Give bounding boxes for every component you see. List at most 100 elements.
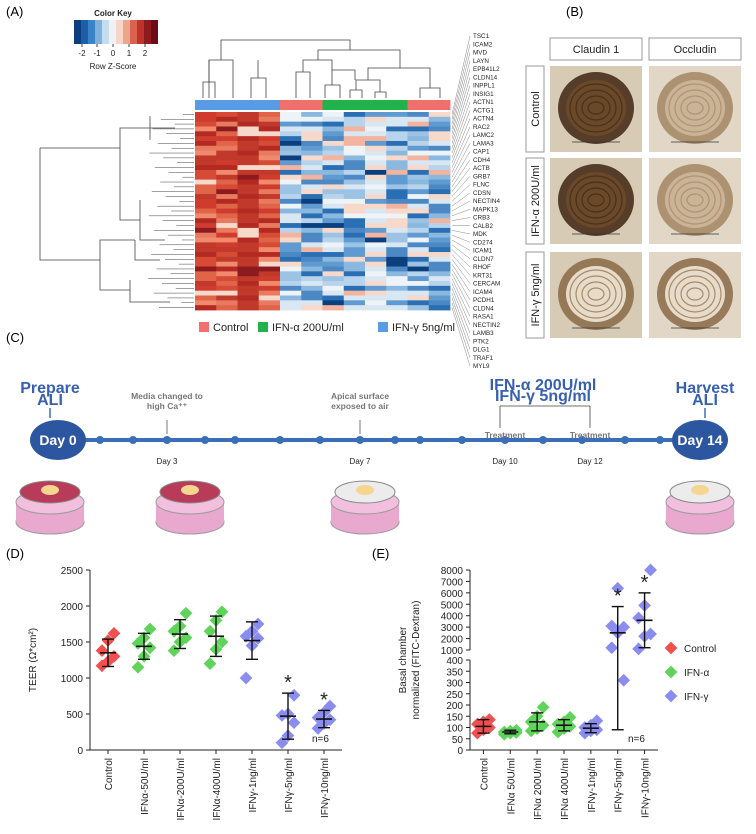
organoid-inner: [566, 172, 626, 228]
heatmap-cell: [195, 227, 217, 234]
heatmap-cell: [343, 261, 366, 267]
column-dendrogram: [317, 49, 401, 68]
heatmap-cell: [237, 227, 260, 234]
heatmap-cell: [343, 271, 366, 277]
heatmap-cell: [216, 208, 238, 214]
heatmap-cell: [365, 276, 387, 282]
heatmap-cell: [237, 136, 260, 142]
heatmap-cell: [343, 116, 366, 123]
heatmap-cell: [343, 266, 366, 272]
colorkey-swatch: [137, 20, 144, 44]
heatmap-cell: [407, 237, 430, 243]
heatmap-cell: [365, 213, 387, 219]
heatmap-cell: [258, 126, 281, 132]
heatmap-cell: [280, 276, 302, 282]
heatmap-cell: [343, 174, 366, 181]
heatmap-cell: [343, 126, 366, 132]
timeline-dot: [129, 436, 137, 444]
event-above-label: Treatment: [485, 430, 526, 440]
heatmap-cell: [322, 256, 345, 263]
event-day-label: Day 7: [350, 457, 371, 466]
heatmap-cell: [258, 305, 281, 311]
heatmap-cell: [280, 256, 302, 263]
heatmap-cell: [365, 169, 387, 176]
panel-label-e: (E): [372, 546, 389, 561]
heatmap-cell: [322, 261, 345, 267]
heatmap-cell: [407, 121, 430, 127]
organoid-inner: [566, 266, 626, 322]
heatmap-cell: [301, 150, 323, 156]
heatmap-cell: [280, 281, 302, 287]
heatmap-cell: [407, 189, 430, 195]
heatmap-cell: [343, 285, 366, 292]
heatmap-cell: [216, 276, 238, 282]
heatmap-cell: [343, 121, 366, 127]
heatmap-cell: [237, 232, 260, 238]
heatmap-cell: [237, 281, 260, 287]
colorkey-tick-label: 1: [127, 49, 132, 58]
heatmap-cell: [301, 247, 323, 253]
column-dendrogram: [202, 60, 267, 98]
heatmap-cell: [365, 208, 387, 214]
heatmap-cell: [407, 112, 430, 118]
heatmap-cell: [301, 140, 323, 147]
heatmap-cell: [343, 189, 366, 195]
heatmap-cell: [195, 271, 217, 277]
heatmap-cell: [322, 140, 345, 147]
gene-leader-line: [451, 77, 471, 139]
gene-label: INPPL1: [473, 83, 495, 90]
heatmap-cell: [195, 169, 217, 176]
heatmap-cell: [407, 285, 430, 292]
heatmap-cell: [195, 223, 217, 229]
heatmap-cell: [216, 189, 238, 195]
gene-leader-line: [451, 293, 471, 342]
heatmap-cell: [343, 247, 366, 253]
heatmap-cell: [195, 155, 217, 161]
heatmap-cell: [322, 266, 345, 272]
heatmap-cell: [407, 256, 430, 263]
heatmap-cell: [301, 126, 323, 132]
heatmap-cell: [280, 136, 302, 142]
timeline-dot: [621, 436, 629, 444]
gene-label: CAP1: [473, 149, 490, 156]
heatmap-cell: [237, 165, 260, 171]
heatmap-cell: [322, 237, 345, 243]
heatmap-cell: [407, 266, 430, 272]
heatmap-cell: [428, 305, 451, 311]
heatmap-cell: [365, 281, 387, 287]
heatmap-cell: [428, 252, 451, 258]
heatmap-cell: [258, 300, 281, 306]
heatmap-cell: [343, 295, 366, 301]
heatmap-cell: [365, 126, 387, 132]
heatmap-cell: [216, 295, 238, 301]
heatmap-cell: [301, 179, 323, 185]
heatmap-cell: [407, 213, 430, 219]
gene-label: CD274: [473, 239, 493, 246]
organoid-ring: [668, 175, 722, 225]
heatmap-cell: [365, 227, 387, 234]
heatmap-cell: [407, 131, 430, 137]
heatmap-cell: [280, 140, 302, 147]
heatmap-cell: [216, 150, 238, 156]
heatmap-cell: [216, 290, 238, 296]
heatmap-cell: [322, 281, 345, 287]
e-y-tick-label: 2000: [441, 635, 464, 646]
heatmap-cell: [365, 145, 387, 152]
gene-label: RAC2: [473, 124, 490, 131]
organoid-inner: [665, 266, 725, 322]
heatmap-cell: [322, 247, 345, 253]
heatmap-cell: [301, 300, 323, 306]
heatmap-cell: [386, 194, 408, 200]
heatmap-cell: [428, 261, 451, 267]
e-y-tick-label: 150: [446, 712, 463, 723]
heatmap-cell: [280, 145, 302, 152]
gene-label: CDSN: [473, 190, 491, 197]
gene-label: DLG1: [473, 347, 490, 354]
heatmap-cell: [216, 252, 238, 258]
heatmap-cell: [195, 165, 217, 171]
heatmap-cell: [280, 271, 302, 277]
heatmap-cell: [195, 242, 217, 248]
heatmap-cell: [237, 237, 260, 243]
heatmap-cell: [322, 232, 345, 238]
heatmap-cell: [301, 242, 323, 248]
